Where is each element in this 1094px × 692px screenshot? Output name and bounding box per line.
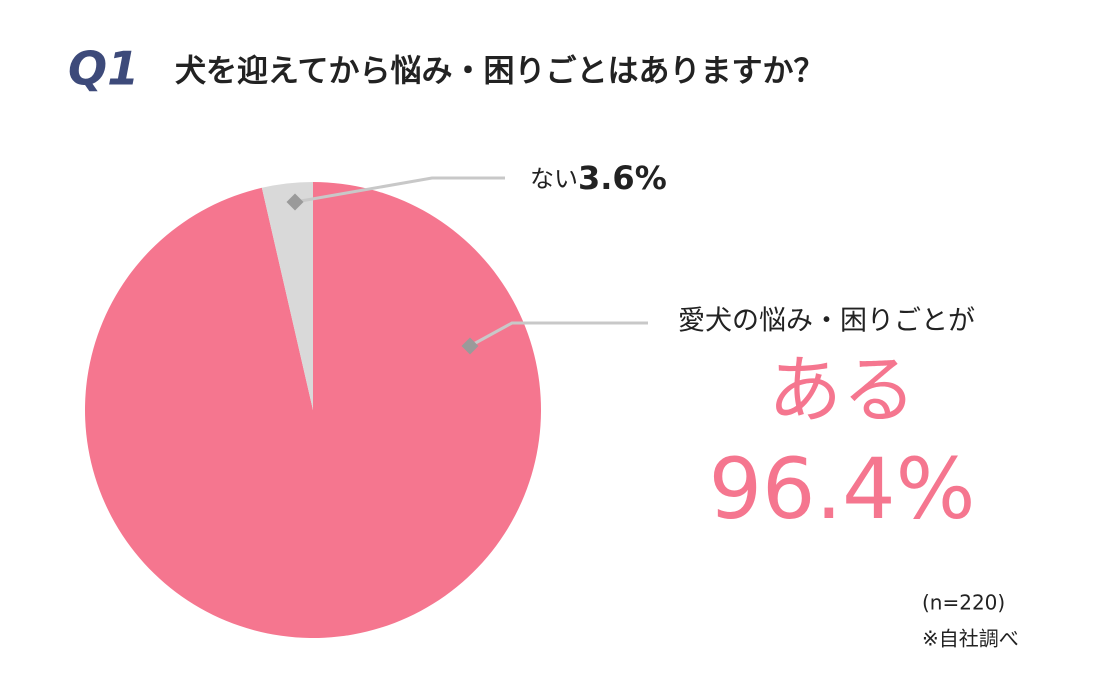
slice-label: ない3.6% <box>530 159 667 197</box>
note: (n=220) <box>922 591 1005 615</box>
annotation: 愛犬の悩み・困りごとが <box>678 306 975 337</box>
value-label: 3.6% <box>578 159 667 197</box>
pie <box>85 182 542 639</box>
question-number: Q1 <box>68 42 139 96</box>
leader-line <box>294 176 505 204</box>
leader-marker <box>286 193 304 211</box>
category-label: ない <box>530 165 578 193</box>
leader-line <box>469 321 648 348</box>
category-label: ある <box>768 348 916 434</box>
value-label: 96.4% <box>709 440 976 538</box>
chart-title: 犬を迎えてから悩み・困りごとはありますか？ <box>175 54 824 90</box>
pie-slice <box>85 182 542 639</box>
note: ※自社調べ <box>922 627 1019 651</box>
pie-slice <box>261 182 313 410</box>
leader-marker <box>461 337 479 355</box>
